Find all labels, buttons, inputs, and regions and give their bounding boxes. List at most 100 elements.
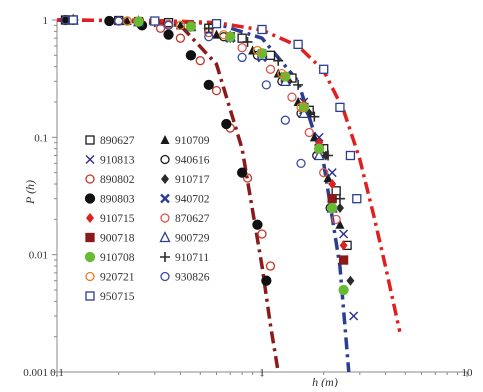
marker-shape (84, 251, 96, 263)
legend-item-950715: 950715 (85, 291, 135, 303)
legend-item-870627: 870627 (160, 213, 210, 225)
data-point (296, 102, 306, 113)
data-point (114, 16, 124, 26)
marker-shape (257, 229, 267, 239)
legend-label: 940702 (175, 194, 210, 206)
data-point (298, 106, 310, 119)
data-point (293, 79, 304, 90)
marker-shape (261, 80, 271, 90)
data-point (175, 20, 185, 30)
data-point (280, 115, 291, 125)
marker-shape (309, 111, 320, 122)
marker-shape (86, 213, 94, 223)
marker-shape (218, 30, 229, 40)
legend-item-890803: 890803 (84, 193, 135, 206)
marker-shape (313, 143, 325, 154)
marker-shape (211, 19, 222, 29)
data-point (237, 43, 247, 53)
data-point (327, 168, 337, 178)
data-point (287, 92, 297, 102)
data-point (323, 150, 334, 161)
marker-shape (273, 55, 284, 66)
data-point (298, 102, 309, 113)
data-point (163, 20, 174, 31)
marker-shape (349, 311, 359, 321)
marker-shape (163, 20, 174, 31)
marker-shape (85, 291, 95, 301)
legend-marker (86, 213, 94, 223)
data-point (339, 229, 349, 239)
data-point (122, 16, 132, 26)
legend-marker (85, 135, 95, 145)
marker-shape (252, 45, 263, 56)
marker-shape (133, 16, 144, 27)
data-point (212, 29, 222, 39)
marker-shape (160, 154, 170, 165)
marker-shape (346, 275, 355, 286)
marker-shape (175, 20, 186, 31)
legend-item-890627: 890627 (85, 135, 135, 147)
marker-shape (331, 214, 341, 224)
marker-shape (85, 271, 95, 282)
marker-shape (293, 39, 303, 50)
legend-label: 890627 (100, 135, 135, 147)
x-tick-label: 0.1 (50, 367, 64, 379)
marker-shape (237, 43, 247, 53)
legend-item-910715: 910715 (86, 213, 135, 225)
marker-shape (265, 64, 276, 74)
marker-shape (327, 168, 337, 178)
legend-marker (160, 252, 170, 262)
legend-label: 940616 (175, 155, 210, 167)
data-point (319, 168, 329, 178)
marker-shape (84, 193, 96, 204)
data-point (331, 214, 341, 224)
legend-item-940616: 940616 (160, 154, 210, 167)
data-point (175, 20, 186, 31)
marker-shape (85, 174, 95, 184)
data-point (204, 32, 214, 42)
marker-shape (265, 50, 276, 60)
marker-shape (236, 167, 248, 178)
y-tick-label: 0.001 (23, 367, 48, 379)
legend-label: 930826 (175, 272, 210, 284)
marker-shape (319, 64, 329, 74)
marker-shape (328, 179, 337, 190)
legend-item-920721: 920721 (85, 271, 135, 284)
marker-shape (287, 92, 297, 102)
data-point (242, 173, 253, 183)
legend-marker (160, 213, 170, 223)
marker-shape (85, 232, 95, 243)
data-point (265, 64, 276, 74)
data-point (195, 56, 205, 66)
data-point (314, 132, 324, 142)
marker-shape (204, 32, 214, 42)
data-point (252, 219, 263, 230)
data-points (60, 13, 362, 321)
data-point (203, 79, 214, 91)
legend-marker (159, 231, 171, 243)
marker-shape (298, 102, 309, 113)
marker-shape (242, 173, 253, 183)
data-point (323, 173, 333, 183)
data-point (331, 186, 341, 196)
marker-shape (163, 29, 174, 40)
legend-marker (84, 193, 96, 204)
data-point (163, 29, 174, 40)
y-axis-title: P (h) (23, 180, 37, 205)
marker-shape (327, 202, 338, 214)
legend-marker (84, 251, 96, 263)
marker-shape (68, 15, 78, 25)
marker-shape (323, 150, 334, 161)
x-tick-label: 1 (259, 367, 265, 379)
legend-marker (85, 291, 95, 301)
marker-shape (296, 102, 306, 113)
data-point (338, 284, 349, 296)
marker-shape (114, 16, 124, 26)
data-point (211, 19, 222, 29)
data-point (265, 261, 276, 271)
x-tick-label: 10 (462, 367, 474, 379)
legend-item-930826: 930826 (160, 272, 210, 284)
marker-shape (257, 24, 267, 35)
data-point (150, 16, 160, 26)
marker-shape (160, 135, 170, 144)
